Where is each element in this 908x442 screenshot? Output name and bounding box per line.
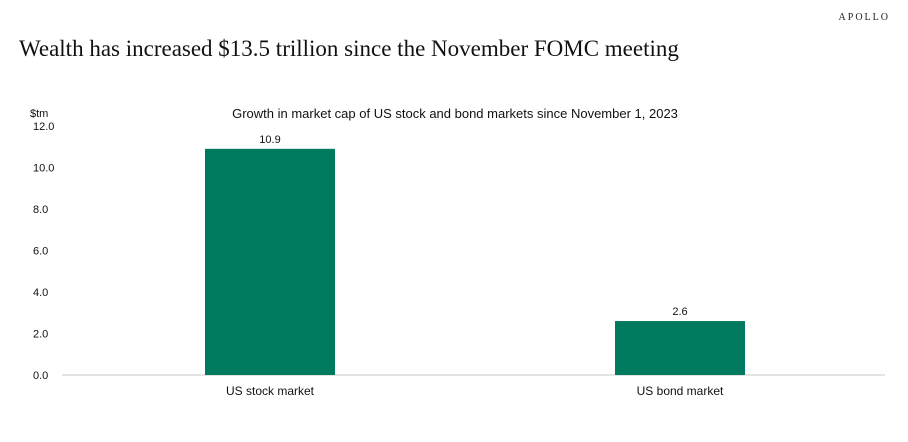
y-tick-label: 10.0 bbox=[33, 163, 54, 175]
bar bbox=[615, 321, 745, 375]
x-tick-label: US bond market bbox=[637, 384, 724, 398]
y-tick-label: 12.0 bbox=[33, 121, 54, 133]
x-axis-labels: US stock market US bond market bbox=[226, 384, 724, 398]
data-label: 10.9 bbox=[259, 134, 280, 146]
bars-group: 10.9 2.6 bbox=[205, 134, 745, 375]
y-axis-unit-label: $tm bbox=[30, 108, 48, 120]
chart-title: Growth in market cap of US stock and bon… bbox=[232, 106, 678, 121]
y-tick-label: 8.0 bbox=[33, 204, 48, 216]
bar bbox=[205, 148, 335, 375]
y-tick-label: 4.0 bbox=[33, 287, 48, 299]
data-label: 2.6 bbox=[672, 306, 687, 318]
y-axis-ticks: 0.0 2.0 4.0 6.0 8.0 10.0 12.0 bbox=[33, 121, 54, 382]
y-tick-label: 0.0 bbox=[33, 370, 48, 382]
y-tick-label: 6.0 bbox=[33, 246, 48, 258]
y-tick-label: 2.0 bbox=[33, 329, 48, 341]
brand-logo: APOLLO bbox=[838, 12, 890, 23]
x-tick-label: US stock market bbox=[226, 384, 315, 398]
page-headline: Wealth has increased $13.5 trillion sinc… bbox=[19, 36, 679, 61]
